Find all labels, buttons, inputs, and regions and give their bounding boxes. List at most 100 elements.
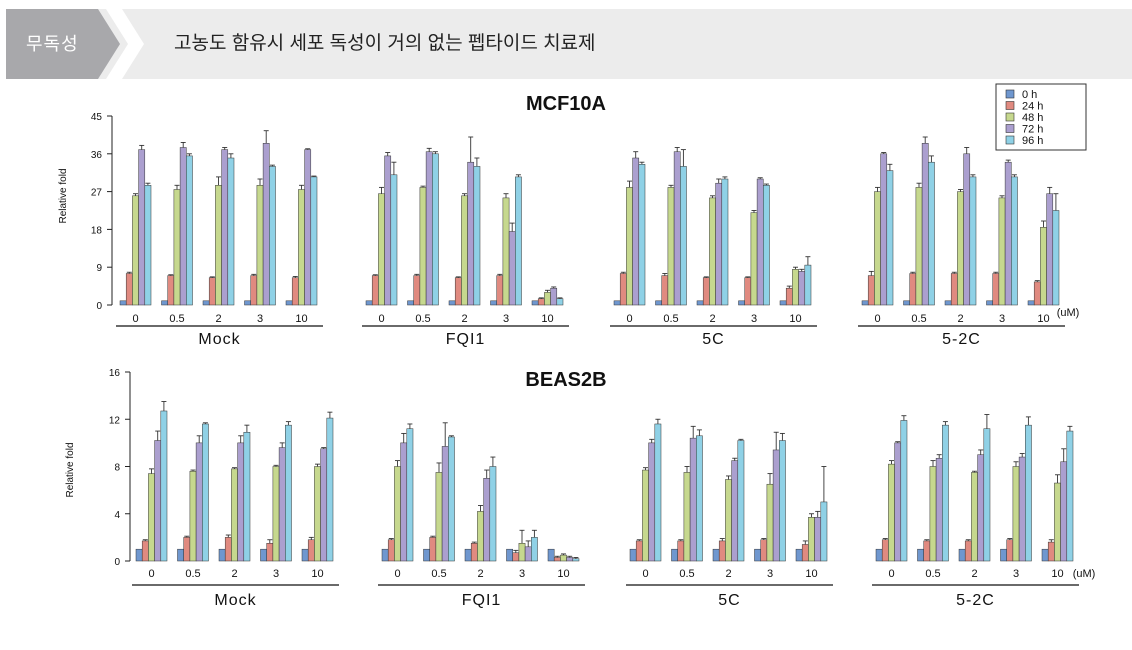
panel2-bar-fqi1-0.5-48h (435, 472, 443, 562)
panel2-x-tick-label: 3 (1013, 568, 1019, 580)
panel1-bar-mock-10-72h (304, 149, 312, 306)
panel2-bar-fqi1-3-48h (518, 543, 526, 562)
panel1-legend-label: 0 h (1022, 89, 1037, 101)
panel2-bar-5-2c-2-96h (983, 428, 991, 562)
panel2-bar-mock-10-48h (314, 466, 321, 562)
panel1-bar-fqi1-2-24h (454, 277, 462, 306)
panel2-bar-5-2c-2-24h (964, 540, 972, 562)
panel1-bar-5-2c-0-96h (886, 170, 894, 306)
panel2-unit-label: (uM) (1073, 568, 1096, 580)
panel2-group-label: FQI1 (462, 592, 502, 609)
panel1-x-tick-label: 2 (215, 313, 221, 325)
panel1-bar-fqi1-3-48h (502, 197, 510, 306)
panel1-bar-fqi1-2-48h (461, 195, 468, 306)
panel2-bar-mock-0-96h (160, 410, 168, 562)
panel2-bar-fqi1-0-72h (400, 442, 408, 562)
panel1-bar-fqi1-10-72h (550, 287, 558, 306)
panel1-bar-5-2c-3-0h (986, 300, 993, 306)
panel2-bar-5-2c-10-72h (1060, 461, 1068, 562)
panel1-bar-mock-0.5-0h (161, 300, 168, 306)
panel1-bar-fqi1-10-0h (531, 300, 539, 306)
panel1-x-tick-label: 3 (257, 313, 263, 325)
panel1-x-tick-label: 2 (957, 313, 963, 325)
panel1-title: MCF10A (526, 93, 606, 115)
panel1-bar-5-2c-2-24h (950, 273, 958, 306)
panel2-bar-5-2c-0-96h (900, 420, 908, 562)
panel2-x-tick-label: 0 (148, 568, 154, 580)
panel1-y-tick-label: 0 (96, 301, 102, 312)
panel1-bar-fqi1-10-96h (556, 298, 564, 306)
panel1-y-tick-label: 27 (91, 188, 103, 199)
panel2-bar-5-2c-10-0h (1041, 548, 1049, 562)
panel2-x-tick-label: 10 (311, 568, 323, 580)
panel1-bar-5-2c-0-0h (861, 300, 869, 306)
panel1-x-tick-label: 2 (709, 313, 715, 325)
panel1-bar-5c-3-72h (756, 178, 764, 306)
panel1-bar-5-2c-10-0h (1027, 300, 1035, 306)
panel1-legend-swatch (1005, 112, 1015, 122)
panel2-bar-5c-0.5-72h (689, 437, 697, 562)
panel1-bar-mock-10-24h (291, 277, 299, 306)
panel2-bar-5-2c-3-24h (1006, 539, 1014, 562)
panel2-group-label: Mock (214, 592, 256, 609)
panel1-bar-fqi1-0-96h (390, 174, 398, 306)
panel2-bar-fqi1-0.5-96h (448, 436, 455, 562)
panel1-x-tick-label: 3 (503, 313, 509, 325)
panel1-bar-fqi1-3-24h (496, 275, 504, 306)
panel2-bar-mock-0.5-24h (183, 537, 191, 562)
panel2-bar-5c-2-48h (725, 479, 732, 562)
panel2-bar-5-2c-2-72h (977, 454, 985, 562)
panel1-bar-mock-3-72h (262, 143, 270, 306)
panel1-bar-fqi1-0.5-24h (413, 275, 421, 306)
panel1-bar-mock-0-96h (144, 185, 152, 306)
panel1-bar-5-2c-0.5-0h (903, 300, 910, 306)
panel1-bar-5c-3-0h (738, 300, 745, 306)
panel1-bar-fqi1-0.5-96h (432, 153, 439, 306)
panel1-bar-fqi1-0.5-48h (419, 187, 427, 306)
panel2-bar-5-2c-0.5-72h (935, 457, 943, 562)
panel1-bar-5-2c-3-72h (1004, 161, 1012, 306)
panel1-bar-fqi1-2-0h (448, 300, 456, 306)
panel1-group-label: FQI1 (446, 331, 486, 348)
panel2-bar-5c-3-0h (754, 548, 761, 562)
panel1-group-label: 5-2C (942, 331, 981, 348)
panel1-bar-fqi1-0.5-72h (425, 151, 433, 306)
panel2-bar-mock-2-24h (224, 537, 232, 562)
panel1-bar-fqi1-0-0h (365, 300, 373, 306)
panel1-bar-5-2c-3-48h (998, 197, 1006, 306)
panel1-bar-mock-0-0h (119, 300, 127, 306)
panel2-bar-fqi1-10-0h (547, 548, 555, 562)
panel2-bar-mock-2-0h (218, 548, 226, 562)
panel2-bar-mock-2-48h (231, 468, 238, 562)
panel2-bar-mock-3-24h (266, 543, 274, 562)
panel1-bar-5-2c-2-96h (969, 176, 977, 306)
panel1-bar-5c-3-24h (744, 277, 752, 306)
panel2-bar-mock-3-72h (278, 447, 286, 562)
panel1-x-tick-label: 2 (461, 313, 467, 325)
panel2-bar-mock-3-0h (260, 548, 267, 562)
panel1-x-tick-label: 0 (132, 313, 138, 325)
panel2-bar-mock-3-96h (285, 424, 292, 562)
panel2-bar-5c-10-0h (795, 548, 803, 562)
panel2-bar-mock-0.5-0h (177, 548, 184, 562)
panel2-bar-fqi1-0-24h (387, 539, 395, 562)
panel1-x-tick-label: 0 (378, 313, 384, 325)
panel1-y-tick-label: 9 (96, 263, 102, 274)
panel1-bar-mock-3-96h (269, 166, 276, 306)
panel1-bar-5c-0-72h (632, 157, 640, 306)
panel2-y-tick-label: 0 (114, 557, 120, 568)
panel1-bar-5-2c-0.5-96h (928, 161, 935, 306)
panel2-bar-5c-0.5-0h (671, 548, 678, 562)
panel2-bar-5-2c-10-96h (1066, 430, 1074, 562)
panel2-group-label: 5C (718, 592, 740, 609)
panel1-bar-mock-2-96h (227, 157, 235, 306)
panel2-bar-fqi1-3-72h (524, 546, 532, 562)
panel1-bar-5c-2-0h (696, 300, 704, 306)
panel2-bar-5c-10-24h (801, 544, 809, 562)
panel2-x-tick-label: 0.5 (431, 568, 446, 580)
panel2-bar-fqi1-0.5-24h (429, 537, 437, 562)
panel1-x-tick-label: 0 (626, 313, 632, 325)
panel2-bar-fqi1-10-96h (572, 558, 580, 562)
panel1-group-label: 5C (702, 331, 724, 348)
panel2-x-tick-label: 10 (1051, 568, 1063, 580)
